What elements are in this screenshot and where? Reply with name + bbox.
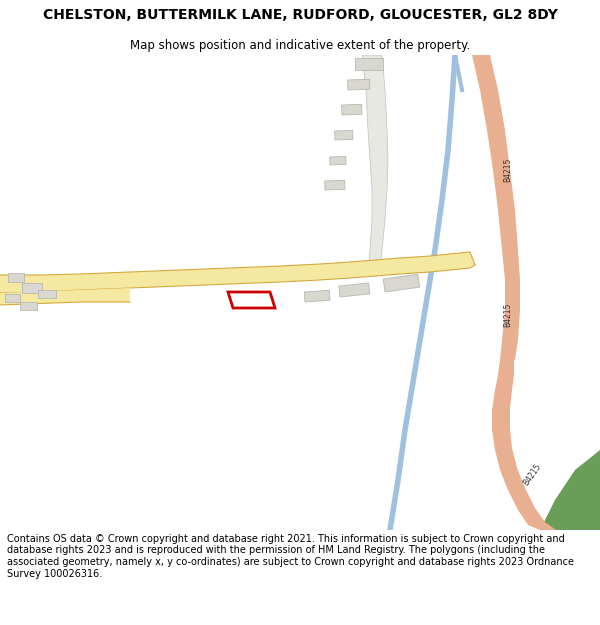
Bar — [38, 290, 56, 298]
Bar — [22, 283, 42, 293]
Bar — [339, 283, 370, 297]
Text: CHELSTON, BUTTERMILK LANE, RUDFORD, GLOUCESTER, GL2 8DY: CHELSTON, BUTTERMILK LANE, RUDFORD, GLOU… — [43, 8, 557, 22]
Text: B4215: B4215 — [503, 302, 512, 328]
Bar — [347, 79, 370, 90]
Text: B4215: B4215 — [503, 158, 512, 182]
Text: Contains OS data © Crown copyright and database right 2021. This information is : Contains OS data © Crown copyright and d… — [7, 534, 574, 579]
Text: Map shows position and indicative extent of the property.: Map shows position and indicative extent… — [130, 39, 470, 52]
Bar — [341, 104, 362, 115]
Polygon shape — [472, 55, 520, 360]
Polygon shape — [0, 252, 475, 293]
Bar — [325, 180, 345, 190]
Bar — [5, 294, 20, 302]
Bar — [330, 156, 346, 165]
Bar — [335, 131, 353, 140]
Polygon shape — [362, 55, 388, 270]
Text: B4215: B4215 — [521, 462, 542, 488]
Bar — [20, 302, 37, 310]
Polygon shape — [0, 288, 130, 305]
Polygon shape — [540, 450, 600, 530]
Bar — [8, 273, 24, 282]
Bar — [383, 274, 419, 292]
Bar — [304, 290, 330, 302]
Polygon shape — [492, 360, 556, 530]
Bar — [355, 58, 383, 70]
